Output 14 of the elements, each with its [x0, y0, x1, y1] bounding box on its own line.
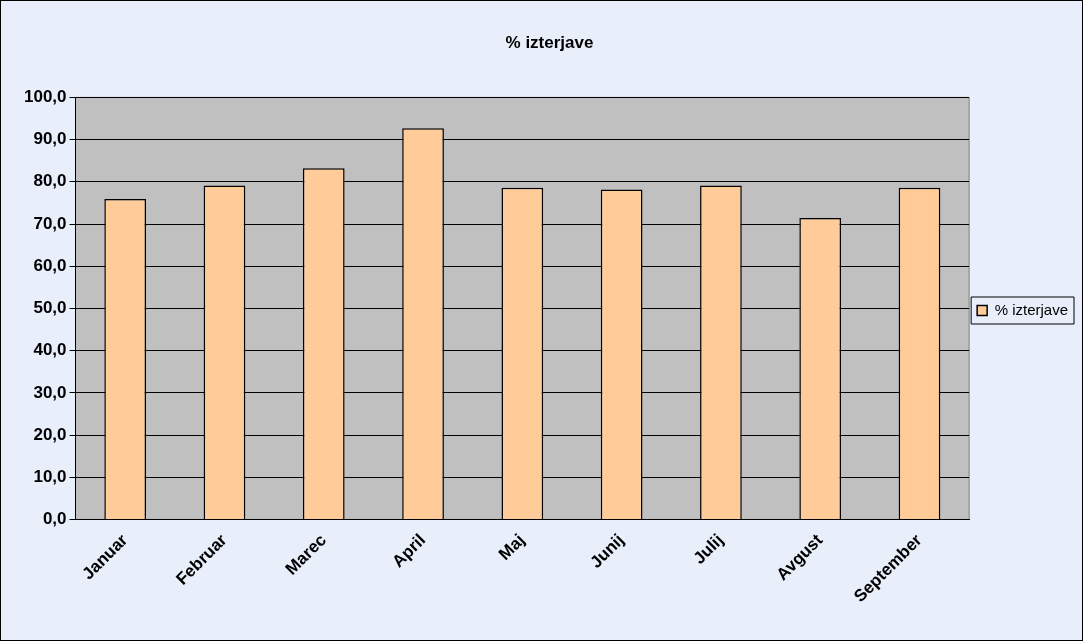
y-tick-label: 80,0: [33, 171, 67, 191]
y-tick-label: 30,0: [33, 382, 67, 402]
x-tick-label: Maj: [495, 530, 529, 564]
y-tick-label: 0,0: [42, 509, 67, 529]
y-tick-label: 50,0: [33, 298, 67, 318]
y-tick-label: 10,0: [33, 466, 67, 486]
chart-title: % izterjave: [505, 32, 594, 52]
y-tick-label: 100,0: [23, 87, 67, 107]
y-tick-label: 60,0: [33, 255, 67, 275]
y-tick-label: 70,0: [33, 213, 67, 233]
y-tick-label: 90,0: [33, 129, 67, 149]
y-tick-label: 20,0: [33, 424, 67, 444]
legend-label: % izterjave: [994, 300, 1068, 318]
y-tick-label: 40,0: [33, 340, 67, 360]
